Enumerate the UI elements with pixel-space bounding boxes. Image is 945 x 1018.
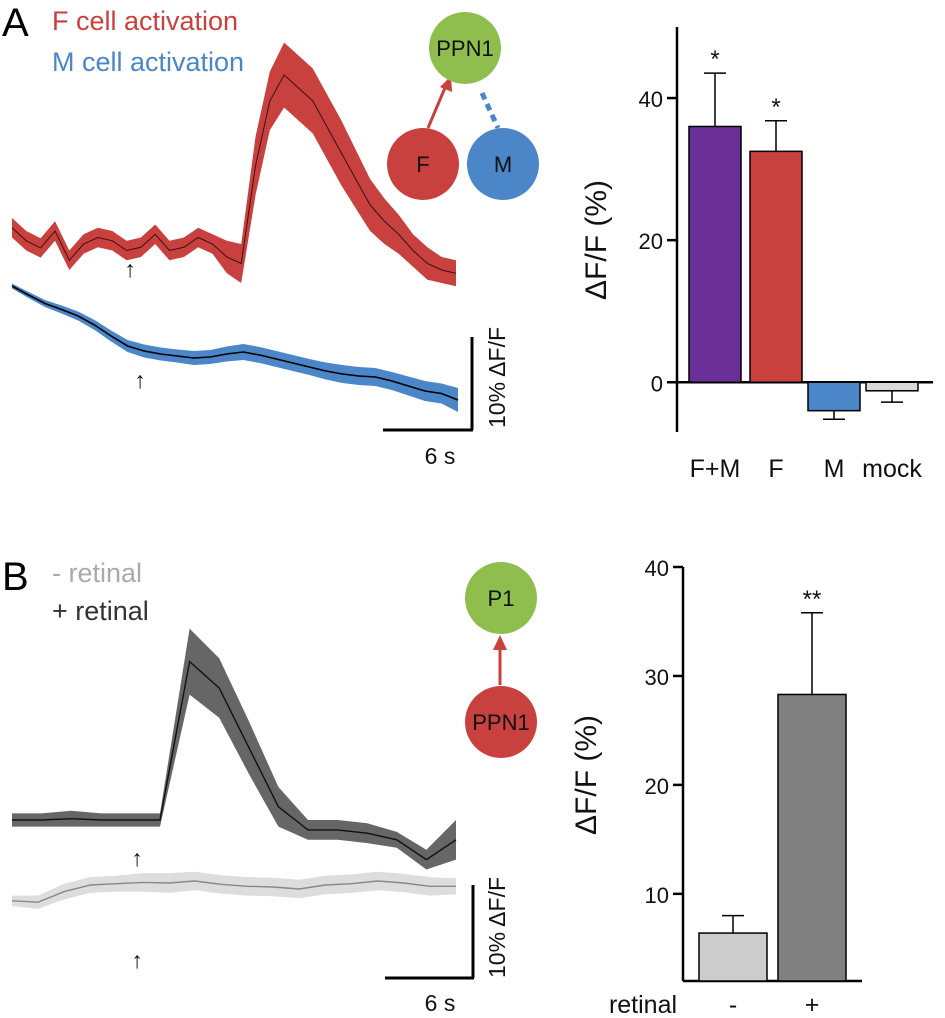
- y-axis-label-a: ΔF/F (%): [580, 180, 613, 300]
- category-label: F+M: [690, 455, 741, 483]
- node-ppn1-b-label: PPN1: [472, 710, 529, 735]
- m-to-ppn1-dashed-link: [479, 91, 501, 130]
- bar-FplusM: [688, 125, 742, 384]
- stim-arrow-m: ↑: [134, 367, 146, 393]
- category-label: +: [805, 991, 820, 1018]
- legend-plus-retinal: + retinal: [52, 596, 149, 626]
- y-tick-label: 40: [639, 87, 663, 112]
- scale-label-x-a: 6 s: [425, 443, 456, 469]
- category-label: M: [824, 455, 845, 483]
- trace-mean--retinal: [11, 880, 456, 903]
- node-p1: [465, 562, 537, 634]
- trace-band--retinal: [12, 628, 456, 870]
- significance-label: *: [771, 94, 780, 121]
- y-tick-label: 40: [645, 556, 669, 581]
- y-tick-label: 20: [639, 229, 663, 254]
- stim-arrow-f: ↑: [124, 256, 136, 282]
- node-p1-label: P1: [488, 586, 515, 611]
- significance-label: *: [710, 46, 719, 73]
- stim-arrow-plus: ↑: [131, 845, 143, 871]
- category-label: -: [729, 991, 737, 1018]
- f-to-ppn1-arrow: [426, 82, 449, 129]
- scale-label-x-b: 6 s: [425, 990, 456, 1016]
- legend-m-cell-activation: M cell activation: [52, 47, 244, 77]
- y-axis-label-b: ΔF/F (%): [570, 715, 603, 835]
- node-ppn1-b: [465, 686, 537, 758]
- bar-chart-b: ΔF/F (%) 10 20 30 40 - ** + retinal: [570, 556, 862, 1018]
- bar-plus: [777, 693, 847, 982]
- legend-minus-retinal: - retinal: [52, 558, 142, 588]
- bar-M: [807, 381, 861, 412]
- x-axis-label: retinal: [609, 991, 677, 1018]
- category-label: F: [768, 455, 783, 483]
- y-tick-label: 10: [645, 883, 669, 908]
- trace-band-f: [12, 42, 456, 287]
- trace-band-m: [12, 283, 458, 412]
- trace-mean--retinal: [12, 660, 457, 861]
- stim-arrow-minus: ↑: [131, 947, 143, 973]
- y-tick-label: 0: [651, 371, 663, 396]
- panel-b-traces: [11, 628, 457, 909]
- node-f: [387, 128, 459, 200]
- trace-mean-f: [11, 74, 457, 274]
- node-f-label: F: [416, 152, 429, 177]
- node-m: [467, 128, 539, 200]
- node-ppn1-label: PPN1: [436, 36, 493, 61]
- y-tick-label: 30: [645, 665, 669, 690]
- node-ppn1: [429, 12, 501, 84]
- scale-label-y-b: 10% ΔF/F: [484, 877, 510, 978]
- trace-mean-m: [11, 285, 459, 401]
- scale-label-y-a: 10% ΔF/F: [484, 327, 510, 428]
- panel-b-letter: B: [2, 555, 29, 599]
- panel-a-letter: A: [2, 1, 29, 45]
- arrowhead-icon: [493, 635, 507, 650]
- node-m-label: M: [494, 152, 512, 177]
- bar-minus: [698, 932, 768, 982]
- legend-f-cell-activation: F cell activation: [52, 6, 238, 36]
- significance-label: **: [803, 586, 822, 613]
- trace-band--retinal: [12, 871, 456, 909]
- y-tick-label: 20: [645, 774, 669, 799]
- bar-mock: [865, 381, 919, 392]
- category-label: mock: [862, 455, 922, 483]
- bar-F: [749, 150, 803, 384]
- panel-a-traces: [11, 42, 459, 412]
